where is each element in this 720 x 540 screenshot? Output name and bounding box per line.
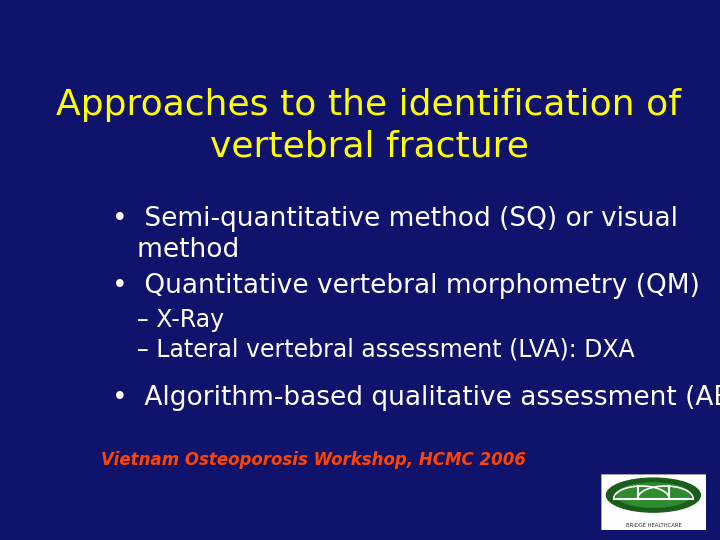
Text: •  Semi-quantitative method (SQ) or visual
   method: • Semi-quantitative method (SQ) or visua… xyxy=(112,206,678,263)
Text: Approaches to the identification of
vertebral fracture: Approaches to the identification of vert… xyxy=(56,87,682,164)
Ellipse shape xyxy=(616,483,691,508)
FancyBboxPatch shape xyxy=(601,474,706,530)
Text: •  Algorithm-based qualitative assessment (ABQ): • Algorithm-based qualitative assessment… xyxy=(112,385,720,411)
Text: •  Quantitative vertebral morphometry (QM): • Quantitative vertebral morphometry (QM… xyxy=(112,273,700,299)
Text: – X-Ray: – X-Ray xyxy=(138,308,225,332)
Text: Vietnam Osteoporosis Workshop, HCMC 2006: Vietnam Osteoporosis Workshop, HCMC 2006 xyxy=(101,451,526,469)
Text: BRIDGE HEALTHCARE: BRIDGE HEALTHCARE xyxy=(626,523,681,528)
Text: – Lateral vertebral assessment (LVA): DXA: – Lateral vertebral assessment (LVA): DX… xyxy=(138,337,635,361)
Ellipse shape xyxy=(606,478,701,512)
